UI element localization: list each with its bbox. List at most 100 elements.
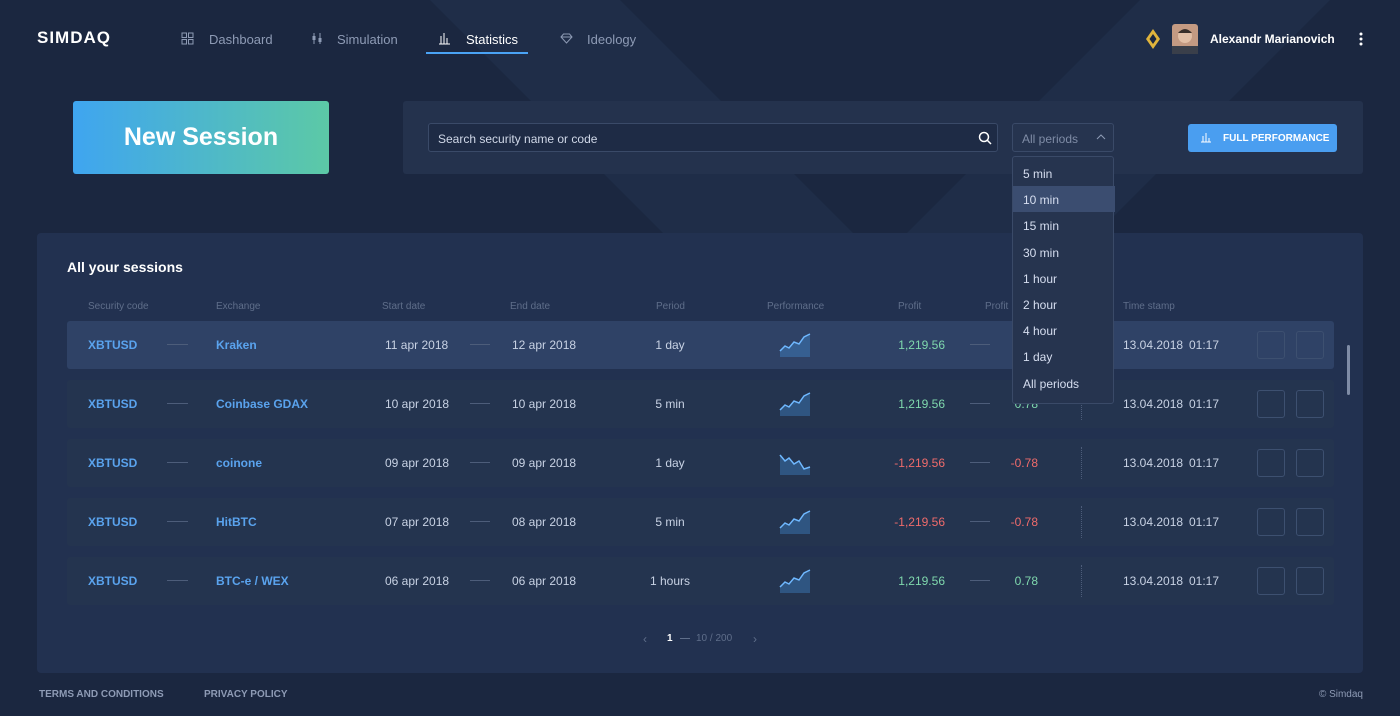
next-page[interactable]: › (753, 632, 757, 646)
dashboard-icon (181, 32, 194, 45)
page-dash (680, 638, 690, 639)
security-code: XBTUSD (88, 397, 138, 411)
report-button[interactable] (1257, 449, 1285, 477)
divider (1081, 565, 1082, 597)
period: 5 min (655, 397, 685, 411)
page-count: 10 / 200 (696, 633, 733, 644)
exchange[interactable]: Kraken (216, 338, 257, 352)
nav-item[interactable]: Dashboard (209, 32, 273, 47)
sparkline (779, 333, 811, 357)
period-option[interactable]: 10 min (1013, 186, 1115, 213)
column-header[interactable]: Performance (767, 301, 825, 312)
dash (167, 580, 188, 581)
prev-page[interactable]: ‹ (643, 632, 647, 646)
column-header[interactable]: Period (656, 301, 685, 312)
session-row[interactable]: XBTUSD Kraken 11 apr 2018 12 apr 2018 1 day 1… (67, 321, 1334, 369)
ideology-icon (560, 33, 573, 44)
end-date: 09 apr 2018 (512, 456, 577, 470)
user-name[interactable]: Alexandr Marianovich (1210, 32, 1335, 46)
session-row[interactable]: XBTUSD HitBTC 07 apr 2018 08 apr 2018 5 min -… (67, 498, 1334, 546)
exchange[interactable]: coinone (216, 456, 263, 470)
column-header[interactable]: Security code (88, 301, 149, 312)
column-header[interactable]: Profit (985, 301, 1009, 312)
period: 5 min (655, 515, 685, 529)
period-option[interactable]: 15 min (1023, 219, 1060, 234)
period: 1 day (655, 456, 685, 470)
privacy-link[interactable]: PRIVACY POLICY (204, 689, 288, 700)
dash (970, 580, 990, 581)
period: 1 day (655, 338, 685, 352)
logo[interactable]: SIMDAQ (37, 28, 111, 47)
arrow (470, 344, 490, 345)
column-header[interactable]: Exchange (216, 301, 261, 312)
date: 13.04.2018 (1123, 397, 1184, 411)
user-avatar[interactable] (1172, 24, 1198, 54)
report-button[interactable] (1257, 390, 1285, 418)
arrow (470, 580, 490, 581)
start-date: 10 apr 2018 (385, 397, 450, 411)
period-option[interactable]: 4 hour (1023, 324, 1058, 339)
performance-icon (1201, 133, 1211, 143)
dash (167, 403, 188, 404)
start-date: 09 apr 2018 (385, 456, 450, 470)
arrow (470, 403, 490, 404)
period-option[interactable]: 1 day (1023, 350, 1053, 365)
refresh-button[interactable] (1296, 449, 1324, 477)
exchange[interactable]: Coinbase GDAX (216, 397, 309, 411)
time: 01:17 (1189, 338, 1220, 352)
refresh-button[interactable] (1296, 331, 1324, 359)
report-button[interactable] (1257, 567, 1285, 595)
profit: 1,219.56 (898, 574, 945, 588)
refresh-button[interactable] (1296, 508, 1324, 536)
column-header[interactable]: Profit (898, 301, 922, 312)
end-date: 12 apr 2018 (512, 338, 577, 352)
dash (970, 344, 990, 345)
dash (970, 462, 990, 463)
start-date: 07 apr 2018 (385, 515, 450, 529)
statistics-icon (439, 33, 450, 45)
nav-item[interactable]: Statistics (466, 32, 519, 47)
full-performance-button[interactable]: FULL PERFORMANCE (1188, 124, 1337, 152)
sparkline (779, 392, 811, 416)
period-option[interactable]: 1 hour (1023, 271, 1058, 286)
arrow (470, 462, 490, 463)
current-page[interactable]: 1 (667, 633, 673, 644)
exchange[interactable]: HitBTC (216, 515, 257, 529)
divider (1081, 506, 1082, 538)
exchange[interactable]: BTC-e / WEX (216, 574, 289, 588)
search-icon[interactable] (978, 131, 992, 145)
report-button[interactable] (1257, 508, 1285, 536)
menu-dots[interactable] (1359, 32, 1363, 46)
column-header[interactable]: Time stamp (1123, 301, 1175, 312)
panel-title: All your sessions (67, 259, 183, 275)
period-option[interactable]: 2 hour (1023, 298, 1058, 312)
period-option[interactable]: 5 min (1023, 167, 1053, 181)
scrollbar[interactable] (1347, 345, 1350, 395)
refresh-button[interactable] (1296, 567, 1324, 595)
period-option[interactable]: 30 min (1023, 245, 1060, 260)
time: 01:17 (1189, 397, 1220, 411)
refresh-button[interactable] (1296, 390, 1324, 418)
column-header[interactable]: Start date (382, 301, 426, 312)
session-row[interactable]: XBTUSD Coinbase GDAX 10 apr 2018 10 apr 201… (67, 380, 1334, 428)
search-input[interactable]: Search security name or code (428, 123, 998, 152)
dash (167, 462, 188, 463)
time: 01:17 (1189, 456, 1220, 470)
new-session-button[interactable]: New Session (73, 101, 329, 174)
profit-percent: -0.78 (1010, 515, 1038, 529)
terms-link[interactable]: TERMS AND CONDITIONS (39, 689, 164, 700)
nav-item[interactable]: Simulation (337, 32, 398, 47)
active-underline (426, 52, 528, 54)
session-row[interactable]: XBTUSD coinone 09 apr 2018 09 apr 2018 1 day… (67, 439, 1334, 487)
session-row[interactable]: XBTUSD BTC-e / WEX 06 apr 2018 06 apr 2018 1… (67, 557, 1334, 605)
report-button[interactable] (1257, 331, 1285, 359)
nav-item[interactable]: Ideology (587, 32, 637, 47)
time: 01:17 (1189, 574, 1220, 588)
dash (167, 521, 188, 522)
column-header[interactable]: End date (510, 301, 551, 312)
security-code: XBTUSD (88, 515, 138, 529)
period-option[interactable]: All periods (1023, 376, 1080, 391)
period-select[interactable]: All periods (1012, 123, 1114, 152)
dash (970, 521, 990, 522)
